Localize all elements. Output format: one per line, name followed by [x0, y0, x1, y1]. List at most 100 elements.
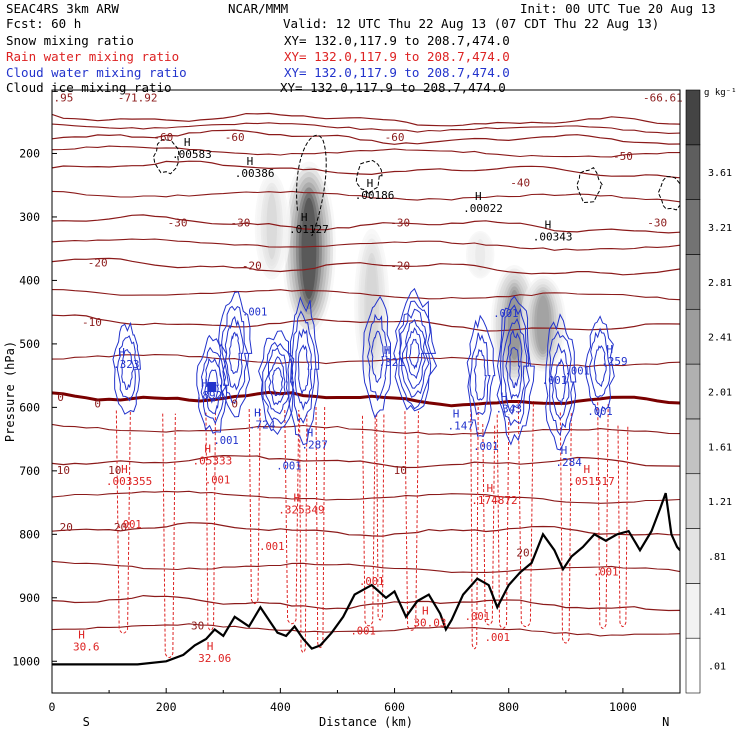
cloud-water-ring-7-0	[466, 314, 496, 437]
isotherm-mid--60	[52, 122, 680, 134]
forecast-hour: Fcst: 60 h	[6, 16, 82, 31]
field-label-rain: Rain water mixing ratio	[6, 49, 180, 64]
colorbar-cell-2	[685, 528, 701, 584]
colorbar-tick-6: 2.41	[708, 333, 732, 344]
isotherm-10	[52, 454, 680, 469]
extremum-value-7: .892	[196, 389, 223, 402]
snow-shade-0-7	[301, 197, 317, 299]
y-tick-label-900: 900	[19, 591, 40, 605]
extremum-h-21: H	[207, 640, 214, 653]
colorbar-tick-5: 2.01	[708, 388, 732, 399]
isotherm--40	[52, 160, 680, 179]
cloud-water-ring-2-3	[228, 331, 241, 375]
colorbar-cell-7	[685, 254, 701, 310]
colorbar-cell-0	[685, 637, 701, 694]
extremum-h-5: H	[545, 218, 552, 231]
extremum-value-6: .323	[113, 358, 140, 371]
temperature-contours	[52, 112, 680, 637]
isotherm-label-24: 20	[516, 547, 529, 560]
extremum-value-18: .174872	[471, 494, 517, 507]
field-label-cloud-ice: Cloud ice mixing ratio	[6, 80, 172, 95]
colorbar-tick-2: .81	[708, 552, 726, 563]
contour-label-10: .001	[359, 576, 384, 588]
extremum-h-19: H	[584, 463, 591, 476]
x-end-label-south: S	[83, 715, 90, 729]
x-tick-label-800: 800	[498, 700, 519, 714]
cloud-water-max-marker	[207, 381, 217, 392]
isotherm-label-20: 10	[108, 464, 121, 477]
contour-labels: .95 -71.92 -66.61 -60 -60 -60 -50 -40 -30 -30 -30 -…	[53, 91, 682, 664]
y-tick-label-300: 300	[19, 210, 40, 224]
colorbar-cell-8	[685, 199, 701, 255]
isotherm-label-2: -66.61	[643, 91, 683, 104]
init-time: Init: 00 UTC Tue 20 Aug 13	[520, 1, 716, 16]
colorbar: .01 .41 .81 1.21 1.61 2.01 2.41 2.81 3.21 3.61 g k…	[685, 88, 737, 694]
extremum-h-13: H	[561, 444, 568, 457]
snow-shade-1-7	[266, 192, 278, 260]
cloud-water-ring-8-1	[499, 304, 530, 427]
isotherm-mid-10	[52, 490, 680, 504]
cloud-water-ring-8-4	[509, 347, 521, 389]
contour-label-2: .001	[565, 365, 590, 377]
colorbar-tick-1: .41	[708, 607, 726, 618]
extremum-h-11: H	[453, 408, 460, 421]
snow-shade-5-7	[536, 295, 550, 352]
cloud-water-ring-8-2	[502, 318, 528, 415]
rain-shaft-10	[470, 403, 479, 650]
extremum-value-10: .321	[378, 356, 405, 369]
extremum-h-14: H	[606, 343, 613, 356]
extremum-h-15: H	[121, 463, 128, 476]
isotherm-label-11: -30	[647, 216, 667, 229]
isotherm-mid-30	[52, 623, 680, 637]
isotherm--20	[52, 257, 680, 276]
y-axis-label: Pressure (hPa)	[3, 341, 17, 442]
colorbar-cell-4	[685, 418, 701, 475]
isotherm--30	[52, 214, 680, 234]
snow-shade-3-7	[475, 239, 486, 271]
extremum-value-3: .00186	[355, 189, 395, 202]
cloud-water-ring-7-2	[473, 348, 487, 401]
isotherm-mid--50	[52, 145, 680, 158]
extremum-value-15: .003355	[106, 475, 152, 488]
x-axis-label: Distance (km)	[319, 715, 413, 729]
snow-shade-4-7	[507, 289, 521, 360]
colorbar-tick-0: .01	[708, 662, 726, 673]
model-name: SEAC4RS 3km ARW	[6, 1, 119, 16]
cloud-water-ring-3-1	[262, 341, 295, 425]
cloud-water-ring-4-0	[287, 296, 320, 446]
extremum-h-2: H	[301, 211, 308, 224]
isotherm-label-23: 20	[114, 521, 127, 534]
isotherm-mid--40	[52, 190, 680, 203]
cloud-water-ring-6-5	[409, 338, 421, 370]
x-tick-label-200: 200	[156, 700, 177, 714]
cloud-water-ring-6-3	[401, 318, 426, 389]
field-label-cloud-water: Cloud water mixing ratio	[6, 65, 187, 80]
y-tick-label-400: 400	[19, 273, 40, 287]
isotherm--60	[52, 112, 680, 127]
extremum-h-8: H	[254, 406, 261, 419]
extremum-h-10: H	[384, 344, 391, 357]
cloud-water-ring-2-0	[218, 291, 253, 418]
extremum-value-19: .051517	[568, 475, 614, 488]
colorbar-cell-3	[685, 473, 701, 529]
field-xy-rain: XY= 132.0,117.9 to 208.7,474.0	[284, 49, 510, 64]
field-xy-snow: XY= 132.0,117.9 to 208.7,474.0	[284, 33, 510, 48]
rain-shaft-3	[248, 409, 261, 605]
extremum-value-11: .147	[448, 420, 475, 433]
rain-shaft-8	[376, 413, 385, 621]
x-tick-label-400: 400	[270, 700, 291, 714]
cloud-ice-contour-2	[576, 167, 604, 204]
extremum-value-22: 30.03	[413, 616, 446, 629]
x-end-label-north: N	[662, 715, 669, 729]
rain-shaft-1	[162, 413, 176, 659]
extremum-value-20: 30.6	[73, 640, 100, 653]
contour-label-13: .001	[485, 632, 510, 644]
isotherm-20	[52, 522, 680, 537]
isotherm-label-7: -40	[510, 176, 530, 189]
contour-label-4: .001	[276, 461, 301, 473]
extremum-h-12: H	[501, 390, 508, 403]
plot-frame	[51, 89, 681, 694]
isotherm-label-3: -60	[153, 131, 173, 144]
extremum-value-17: .325349	[278, 503, 324, 516]
